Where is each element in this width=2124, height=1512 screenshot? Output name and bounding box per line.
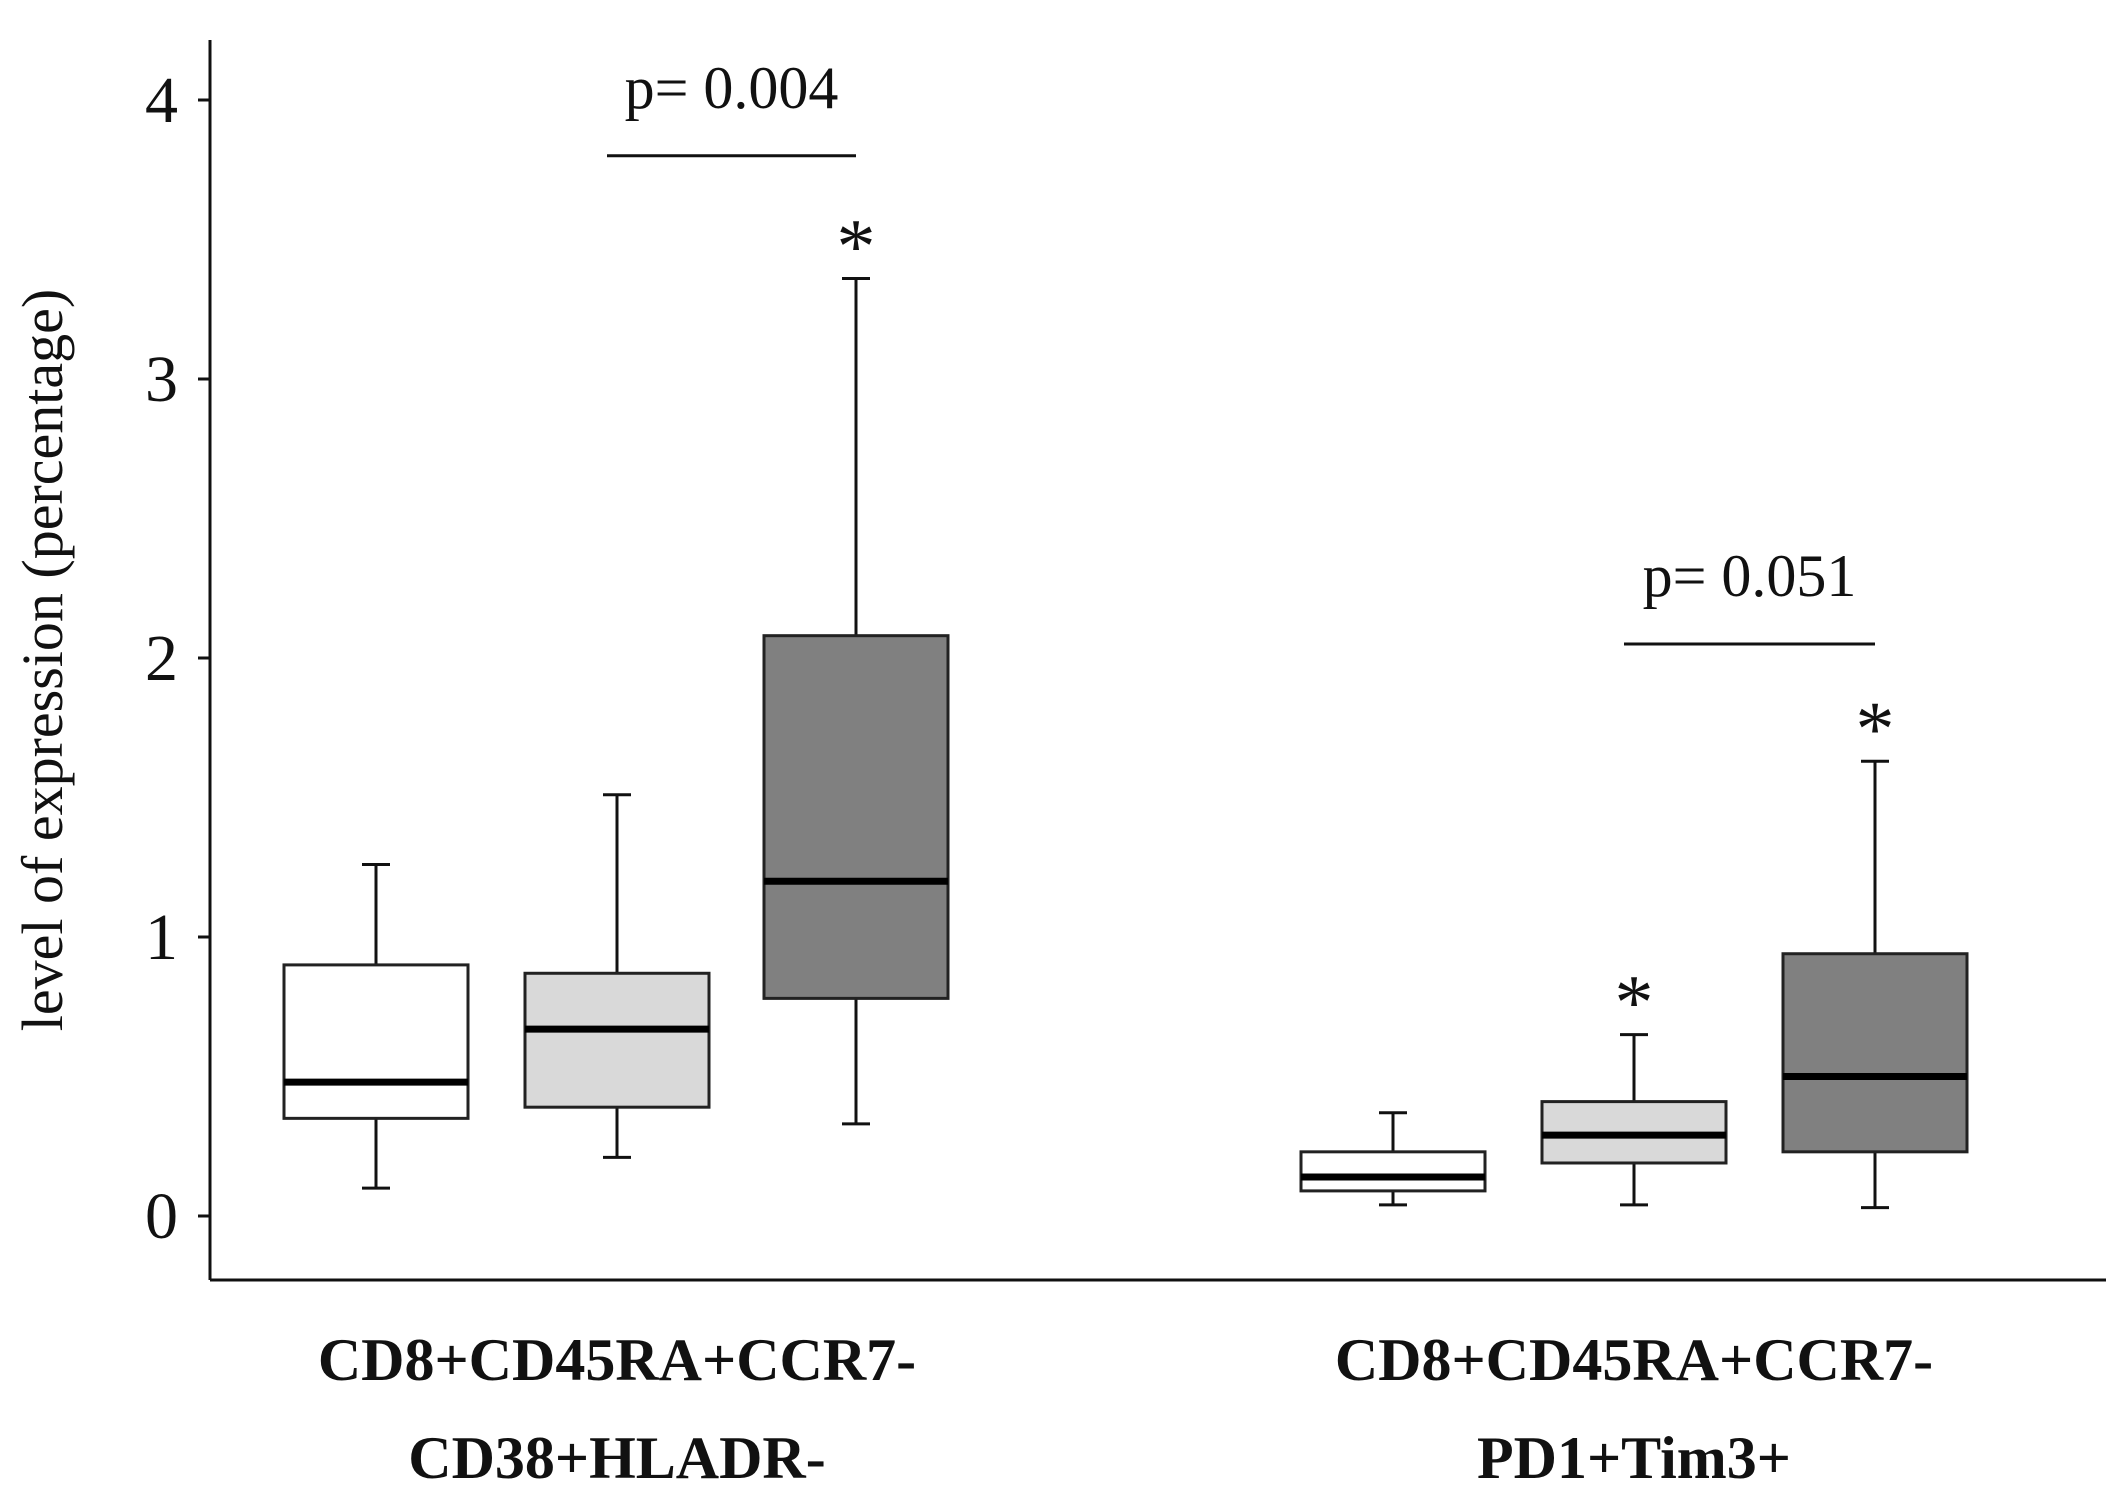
y-tick-label: 0 [145, 1180, 178, 1253]
iqr-box [1299, 1150, 1487, 1193]
p-value-label: p= 0.051 [1643, 543, 1857, 609]
iqr-box [1781, 952, 1969, 1154]
box-1-3: * [762, 203, 950, 1126]
iqr-box [762, 634, 950, 1000]
box-1-1 [282, 862, 470, 1190]
group-label-line: CD38+HLADR- [408, 1425, 826, 1491]
y-tick-label: 2 [145, 622, 178, 695]
box-1-2 [523, 793, 711, 1159]
y-ticks: 0 1 2 3 4 [145, 64, 210, 1253]
iqr-box [282, 963, 470, 1120]
y-tick-label: 1 [145, 901, 178, 974]
group-label-line: PD1+Tim3+ [1477, 1425, 1791, 1491]
significance-star: * [1856, 685, 1895, 772]
y-tick-label: 4 [145, 64, 178, 137]
significance-star: * [837, 203, 876, 290]
box-2-1 [1299, 1111, 1487, 1207]
y-axis-label: level of expression (percentage) [10, 289, 75, 1031]
iqr-box [523, 971, 711, 1109]
p-value-label: p= 0.004 [625, 55, 839, 121]
box-2-3: * [1781, 685, 1969, 1210]
box-2-2: * [1540, 959, 1728, 1207]
y-tick-label: 3 [145, 343, 178, 416]
group-label-line: CD8+CD45RA+CCR7- [318, 1327, 916, 1393]
significance-star: * [1615, 959, 1654, 1046]
axes [208, 40, 2106, 1282]
group-labels: CD8+CD45RA+CCR7- CD38+HLADR- CD8+CD45RA+CC… [318, 1327, 1933, 1491]
group-label-line: CD8+CD45RA+CCR7- [1335, 1327, 1933, 1393]
comparisons: p= 0.004 p= 0.051 [607, 55, 1875, 646]
boxes: * * * [282, 203, 1969, 1210]
